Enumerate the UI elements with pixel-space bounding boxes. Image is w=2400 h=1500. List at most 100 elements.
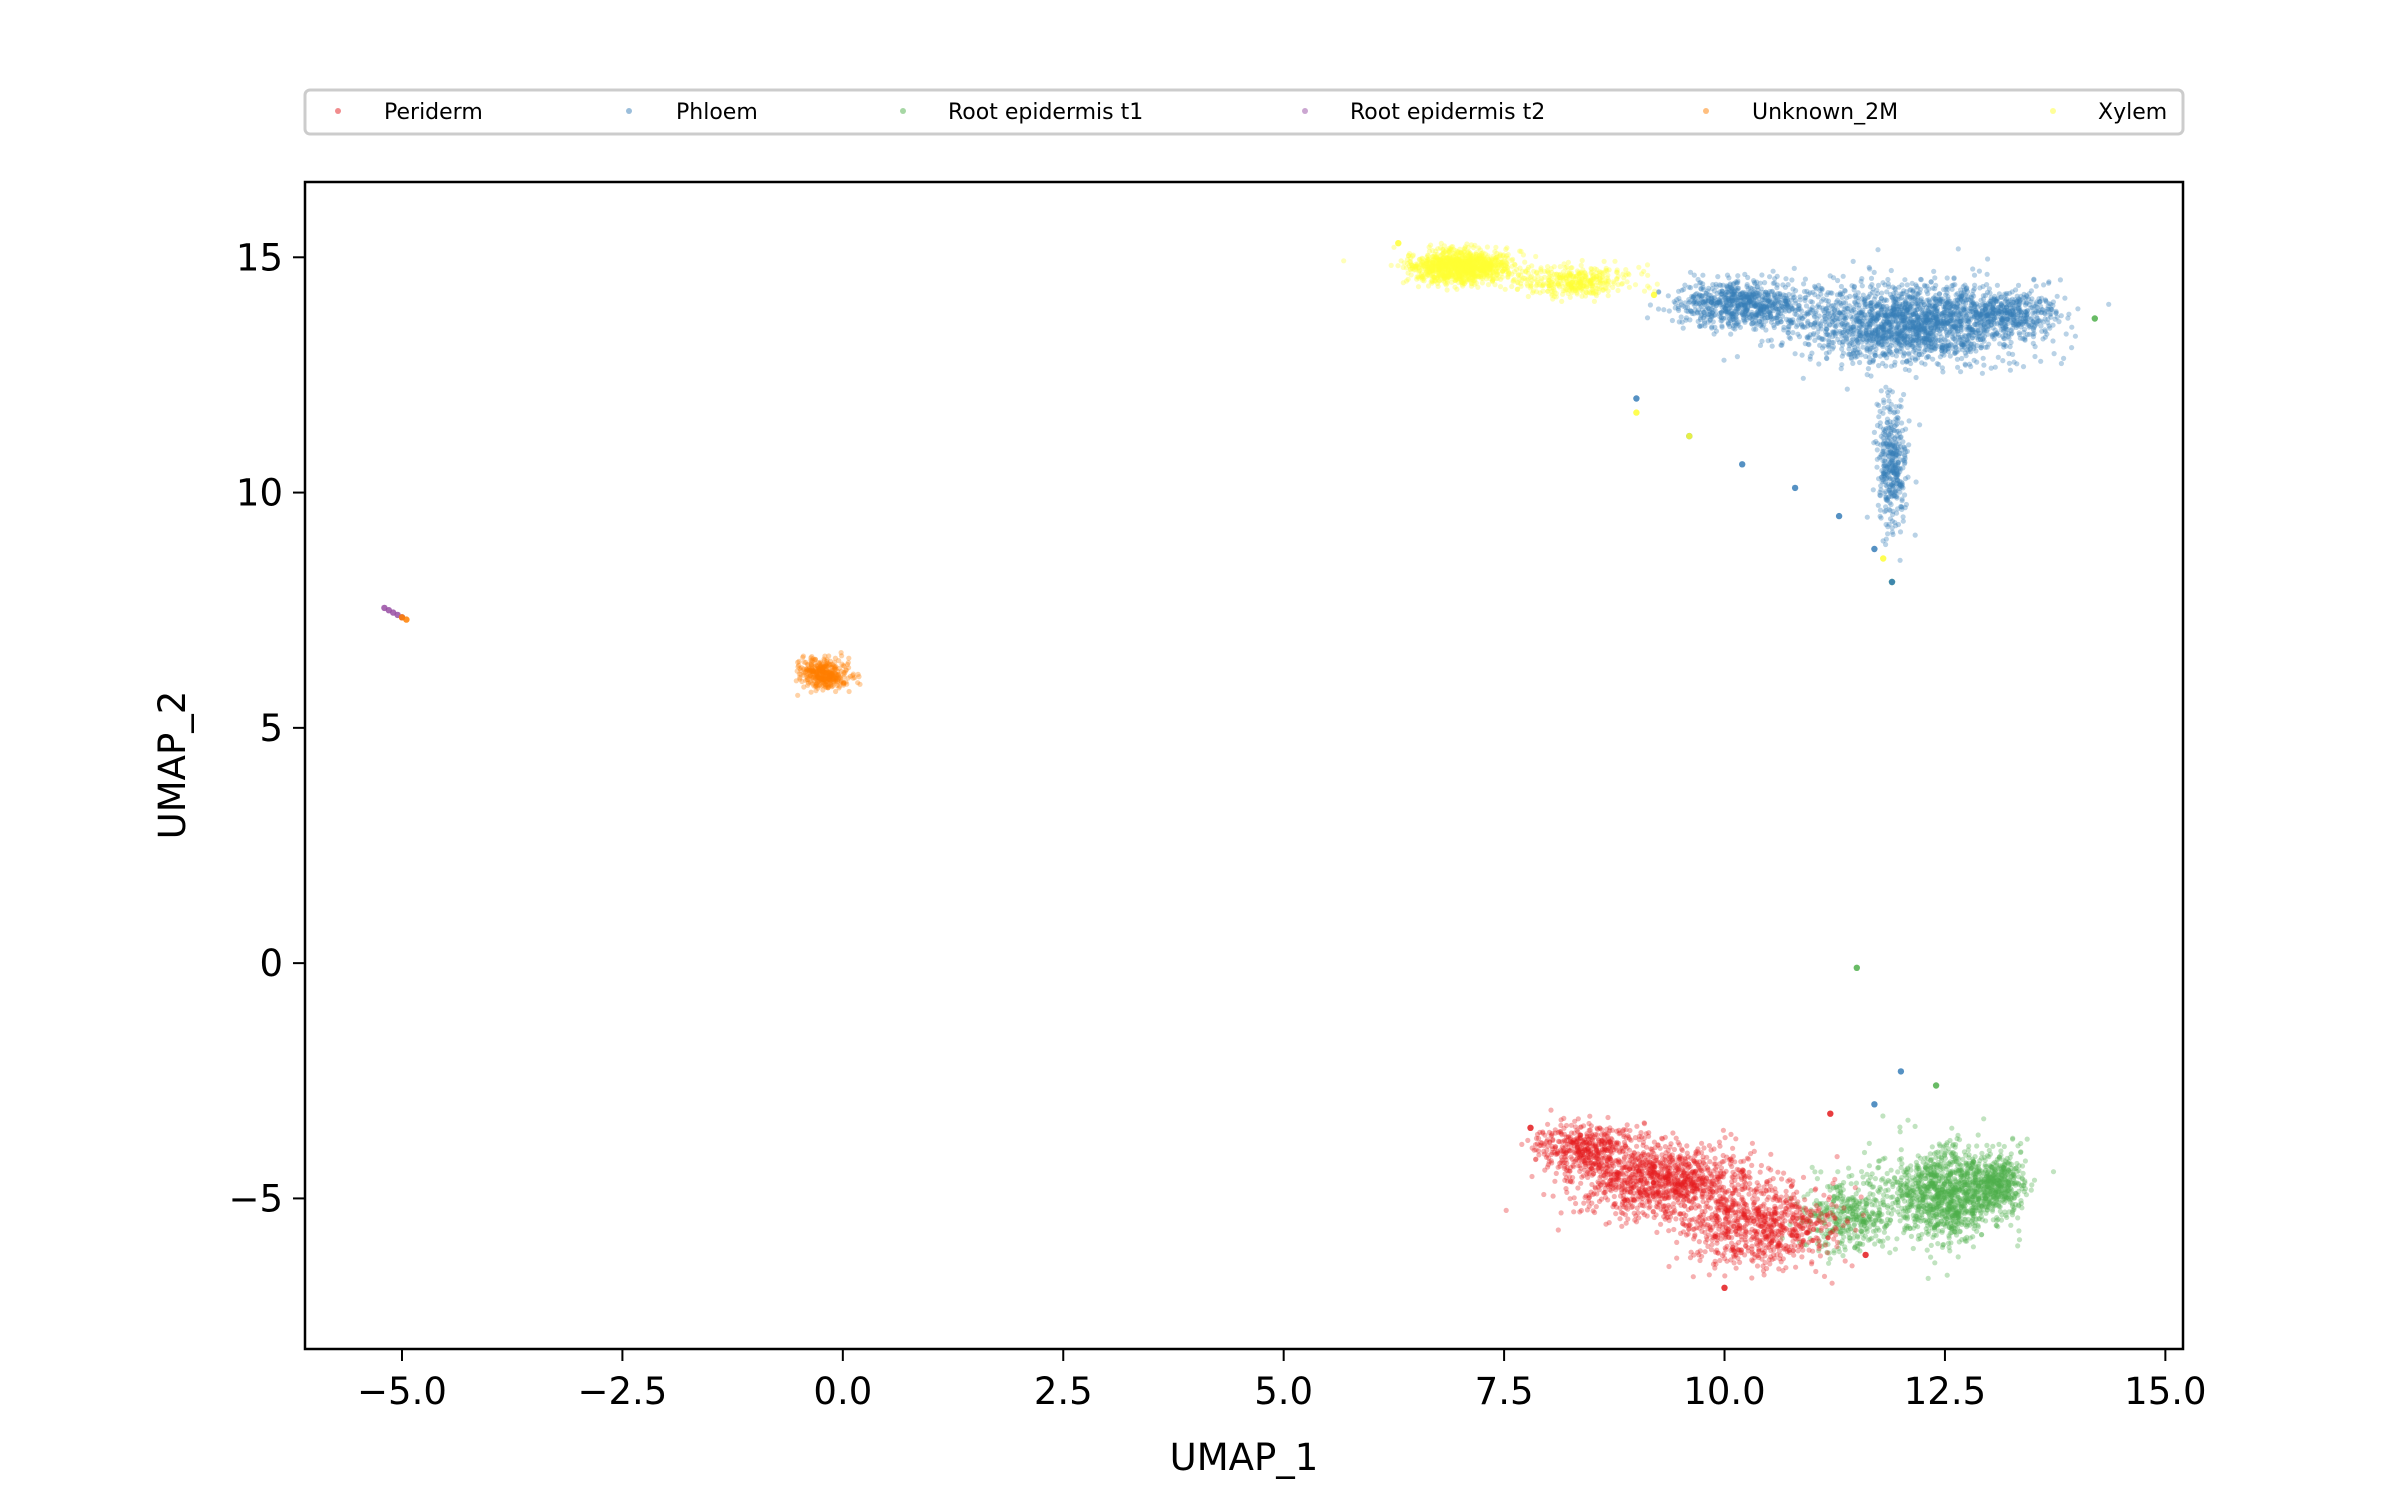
data-point: [1946, 1188, 1952, 1194]
data-point: [1910, 1182, 1916, 1188]
data-point: [1982, 1202, 1988, 1208]
data-point: [1998, 1164, 2004, 1171]
data-point: [1636, 1215, 1642, 1221]
data-point: [1764, 1197, 1770, 1203]
data-point: [1882, 1155, 1888, 1161]
data-point: [1935, 1198, 1941, 1204]
data-point: [1955, 1211, 1961, 1217]
data-point: [1928, 1157, 1934, 1163]
data-point: [1617, 1158, 1623, 1164]
data-point: [1947, 1170, 1954, 1176]
data-point: [1896, 1186, 1902, 1192]
data-point: [1873, 1198, 1879, 1204]
data-point: [1934, 1214, 1940, 1220]
data-point: [1914, 1164, 1920, 1170]
data-point: [1964, 1169, 1970, 1175]
data-point: [1965, 1171, 1971, 1177]
data-point: [1954, 1170, 1960, 1176]
data-point: [1915, 1180, 1921, 1186]
data-point: [1990, 1201, 1996, 1207]
data-point: [1922, 1191, 1928, 1198]
data-point: [1920, 1197, 1926, 1203]
legend-frame: [303, 88, 2185, 136]
data-point: [1895, 1169, 1901, 1175]
data-point: [1899, 1193, 1905, 1199]
data-point: [1576, 1132, 1582, 1138]
data-point: [1835, 1191, 1841, 1197]
data-point: [1533, 1156, 1539, 1162]
data-point: [1962, 1222, 1968, 1228]
data-point: [1960, 1190, 1966, 1196]
data-point: [1800, 1225, 1806, 1231]
data-point: [1925, 1203, 1931, 1209]
data-point: [1845, 1219, 1851, 1225]
data-point: [1715, 1214, 1721, 1221]
data-point: [2000, 1157, 2006, 1163]
data-point: [1923, 1188, 1929, 1194]
data-point: [1932, 1260, 1938, 1266]
data-point: [1979, 370, 1985, 376]
data-point: [1940, 1195, 1946, 1201]
data-point: [1972, 1208, 1978, 1214]
data-point: [1912, 1189, 1918, 1196]
data-point: [1949, 1125, 1955, 1131]
data-point: [1987, 1180, 1993, 1186]
data-point: [1968, 1182, 1975, 1188]
data-point: [1619, 1170, 1625, 1176]
data-point: [1924, 1194, 1930, 1200]
data-point: [1952, 1177, 1958, 1183]
data-point: [1952, 1204, 1958, 1210]
data-point: [2029, 1182, 2035, 1188]
data-point: [1962, 1201, 1968, 1207]
data-point: [1756, 1248, 1762, 1254]
data-point: [1964, 1199, 1970, 1205]
data-point: [1939, 1213, 1946, 1219]
data-point: [1725, 1227, 1732, 1233]
data-point: [1933, 1192, 1939, 1198]
data-point: [1646, 1205, 1652, 1211]
data-point: [2018, 1200, 2024, 1206]
data-point: [1936, 1228, 1942, 1234]
data-point: [1935, 1194, 1941, 1200]
data-point: [1648, 1153, 1654, 1159]
data-point: [1941, 1192, 1947, 1198]
data-point: [1866, 1214, 1872, 1220]
data-point: [1952, 1210, 1958, 1216]
data-point: [1908, 1233, 1914, 1239]
data-point: [1959, 1173, 1965, 1179]
data-point: [1570, 1175, 1576, 1181]
data-point: [1933, 1155, 1939, 1161]
data-point: [1964, 1175, 1971, 1181]
data-point: [1684, 1143, 1690, 1149]
data-point: [1696, 1159, 1703, 1165]
data-point: [1924, 1209, 1930, 1215]
data-point: [1913, 1168, 1919, 1174]
legend-marker-periderm: [335, 108, 341, 114]
data-point: [1575, 1185, 1581, 1191]
data-point: [1965, 1189, 1971, 1195]
data-point: [2008, 1222, 2014, 1228]
data-point: [1946, 1161, 1952, 1167]
data-point: [1913, 374, 1919, 381]
data-point: [1959, 1163, 1965, 1169]
data-point: [1967, 1192, 1973, 1198]
data-point: [1758, 1162, 1764, 1169]
data-point: [1699, 1140, 1705, 1146]
data-point: [1986, 1185, 1992, 1191]
data-point: [2019, 1205, 2025, 1211]
data-point: [1730, 1190, 1736, 1196]
data-point: [2003, 1178, 2009, 1184]
data-point: [2069, 345, 2075, 351]
data-point: [1958, 1174, 1964, 1180]
data-point: [1924, 1219, 1930, 1225]
data-point: [1979, 1150, 1985, 1156]
data-point: [1975, 1193, 1981, 1199]
data-point: [1692, 1233, 1698, 1239]
legend-label-unknown-2m: Unknown_2M: [1752, 100, 1898, 125]
data-point: [1923, 1226, 1929, 1232]
data-point: [1976, 1204, 1982, 1211]
data-point: [1959, 1167, 1965, 1173]
data-point: [1941, 1143, 1947, 1149]
data-point: [1934, 1217, 1940, 1223]
data-point: [1798, 1244, 1804, 1250]
